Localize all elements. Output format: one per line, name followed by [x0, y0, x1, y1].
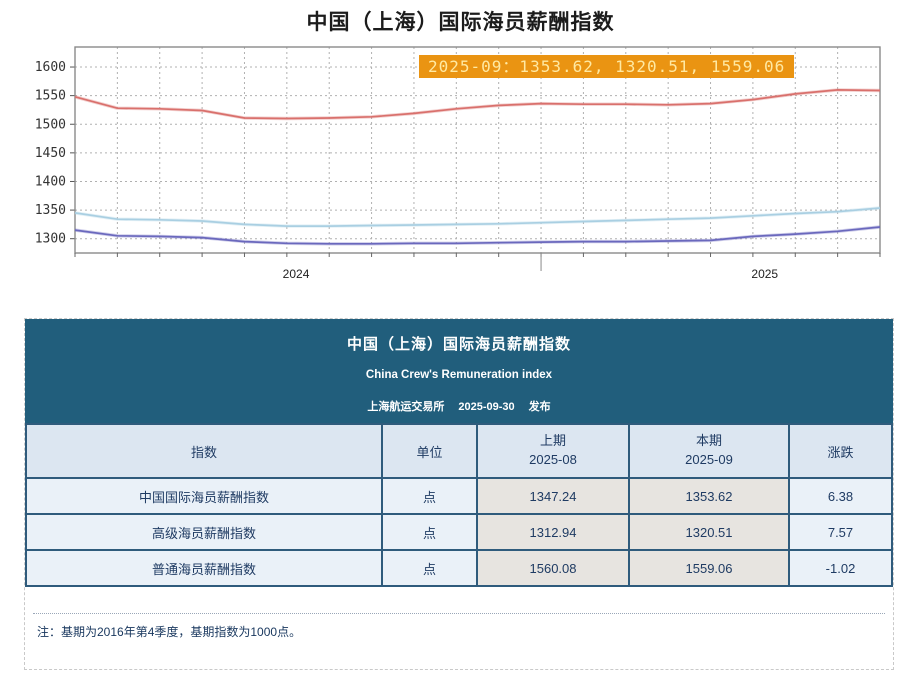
note-divider: 注：基期为2016年第4季度，基期指数为1000点。: [33, 613, 885, 640]
col-header-change: 涨跌: [788, 423, 893, 479]
cell-index-name: 普通海员薪酬指数: [25, 549, 383, 587]
publish-date: 2025-09-30: [458, 401, 515, 413]
y-axis-label: 1300: [35, 232, 66, 247]
index-data-table: 指数 单位 上期 2025-08 本期 2025-09 涨跌 中国国际海员薪酬指…: [25, 423, 893, 587]
cell-unit: 点: [381, 549, 478, 587]
x-axis-year-label: 2025: [751, 267, 778, 281]
table-title: 中国（上海）国际海员薪酬指数: [346, 336, 571, 353]
cell-unit: 点: [381, 477, 478, 515]
cell-current-value: 1320.51: [628, 513, 790, 551]
y-axis-label: 1500: [35, 117, 66, 132]
col-header-current: 本期 2025-09: [628, 423, 790, 479]
base-period-note: 注：基期为2016年第4季度，基期指数为1000点。: [37, 625, 302, 639]
y-axis-label: 1400: [35, 174, 66, 189]
x-axis-year-label: 2024: [283, 267, 310, 281]
table-subtitle: China Crew's Remuneration index: [365, 369, 553, 381]
previous-period: 2025-08: [529, 452, 577, 467]
cell-previous-value: 1312.94: [476, 513, 630, 551]
cell-unit: 点: [381, 513, 478, 551]
col-header-unit: 单位: [381, 423, 478, 479]
y-axis-label: 1450: [35, 146, 66, 161]
table-row-senior-index: 高级海员薪酬指数 点 1312.94 1320.51 7.57: [25, 513, 893, 551]
cell-current-value: 1559.06: [628, 549, 790, 587]
chart-canvas: 1300 1350 1400 1450 1500 1550 1600 2024 2025: [35, 46, 881, 281]
y-axis-label: 1350: [35, 203, 66, 218]
cell-change-value: -1.02: [788, 549, 893, 587]
cell-current-value: 1353.62: [628, 477, 790, 515]
cell-previous-value: 1347.24: [476, 477, 630, 515]
table-row-composite-index: 中国国际海员薪酬指数 点 1347.24 1353.62 6.38: [25, 477, 893, 515]
series-line-2: [74, 89, 881, 120]
publish-suffix: 发布: [528, 401, 551, 413]
cell-index-name: 中国国际海员薪酬指数: [25, 477, 383, 515]
col-header-previous: 上期 2025-08: [476, 423, 630, 479]
chart-annotation-badge: 2025-09：1353.62, 1320.51, 1559.06: [419, 55, 795, 78]
cell-index-name: 高级海员薪酬指数: [25, 513, 383, 551]
column-header-row: 指数 单位 上期 2025-08 本期 2025-09 涨跌: [25, 423, 893, 479]
table-row-ordinary-index: 普通海员薪酬指数 点 1560.08 1559.06 -1.02: [25, 549, 893, 587]
publisher-name: 上海航运交易所: [367, 401, 445, 413]
remuneration-index-chart: 1300 1350 1400 1450 1500 1550 1600 2024 2025 202…: [28, 42, 896, 284]
cell-change-value: 6.38: [788, 477, 893, 515]
table-header-band: 中国（上海）国际海员薪酬指数 China Crew's Remuneration…: [25, 319, 893, 423]
plot-border: [74, 46, 881, 254]
previous-label: 上期: [539, 433, 566, 449]
index-table-card: 中国（上海）国际海员薪酬指数 China Crew's Remuneration…: [24, 318, 894, 670]
cell-change-value: 7.57: [788, 513, 893, 551]
page-title: 中国（上海）国际海员薪酬指数: [306, 9, 615, 34]
series-line-1: [74, 226, 881, 245]
y-axis-label: 1600: [35, 60, 66, 75]
publish-line: 上海航运交易所 2025-09-30 发布: [25, 398, 893, 414]
y-axis-label: 1550: [35, 89, 66, 104]
col-header-index: 指数: [25, 423, 383, 479]
cell-previous-value: 1560.08: [476, 549, 630, 587]
current-label: 本期: [695, 433, 722, 449]
series-halo-2: [74, 88, 881, 121]
current-period: 2025-09: [685, 452, 733, 467]
series-line-0: [74, 207, 881, 227]
